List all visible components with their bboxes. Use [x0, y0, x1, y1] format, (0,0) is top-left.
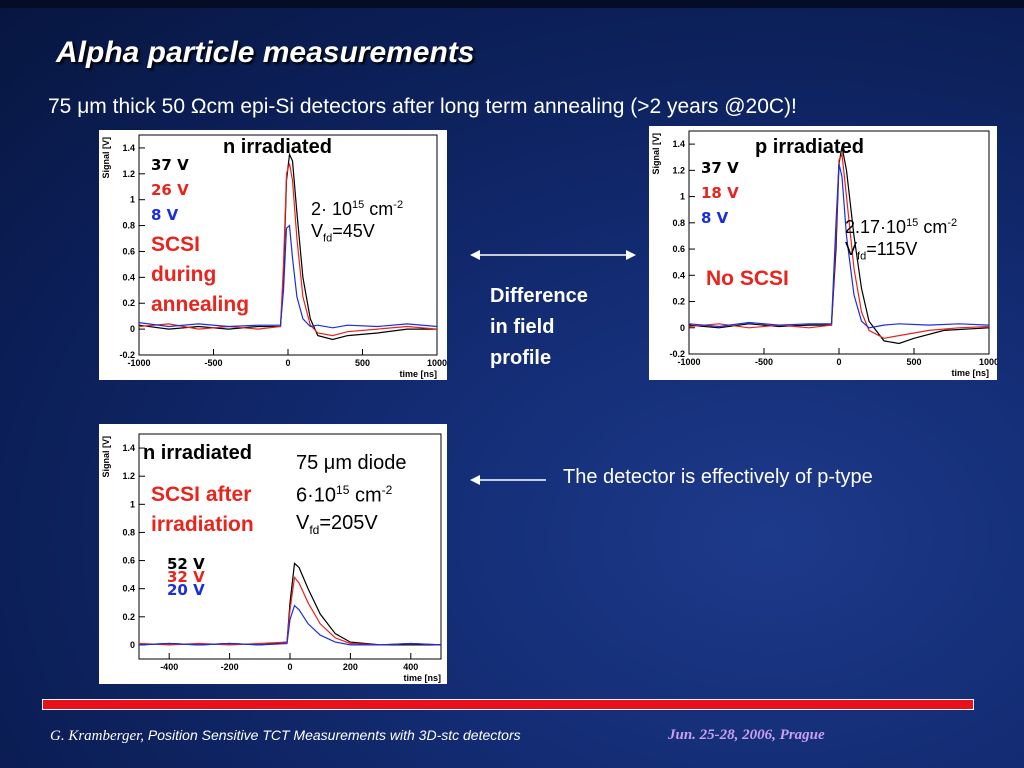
fluence-label: 2· 1015 cm-2 Vfd=45V [311, 199, 404, 245]
x-tick-label: 0 [287, 662, 292, 672]
x-axis-label: time [ns] [399, 369, 437, 379]
y-tick-label: 1.4 [122, 143, 135, 153]
x-tick-label: 1000 [427, 358, 447, 368]
top-bar [0, 0, 1024, 8]
y-tick-label: 0 [130, 324, 135, 334]
signal-chart-diode: 0 0.2 0.4 0.6 0.8 1 1.2 1.4 -400 -200 0 200 400time … [101, 433, 442, 683]
y-tick-label: 0.4 [672, 270, 685, 280]
chart-panel-p-irradiated: -0.2 0 0.2 0.4 0.6 0.8 1 1.2 1.4 -1000 -500 0 500 100… [649, 126, 997, 380]
x-tick-label: 0 [836, 357, 841, 367]
y-tick-label: 0 [680, 323, 685, 333]
panel-title: p irradiated [755, 136, 864, 158]
y-tick-label: 0.2 [672, 297, 685, 307]
y-tick-label: 1.2 [122, 169, 135, 179]
x-tick-label: 200 [343, 662, 358, 672]
slide-title: Alpha particle measurements [56, 36, 475, 69]
x-tick-label: -200 [221, 662, 239, 672]
x-tick-label: -1000 [127, 358, 150, 368]
x-tick-label: -1000 [677, 357, 700, 367]
x-tick-label: 500 [355, 358, 370, 368]
series-line [688, 152, 990, 339]
chart-panel-diode: 0 0.2 0.4 0.6 0.8 1 1.2 1.4 -400 -200 0 200 400 time … [99, 424, 447, 684]
legend-entry: 32 V [167, 568, 205, 586]
panel-title: n irradiated [223, 136, 332, 158]
series-line [138, 152, 437, 341]
y-tick-label: -0.2 [669, 349, 685, 359]
series-line [138, 224, 438, 329]
y-tick-label: 0.8 [672, 218, 685, 228]
x-tick-label: 0 [285, 358, 290, 368]
legend-entry: 20 V [167, 581, 205, 599]
x-axis-label: time [ns] [403, 673, 441, 683]
legend-entry: 26 V [151, 181, 189, 199]
x-tick-label: -500 [204, 358, 222, 368]
legend-entry: 8 V [151, 206, 179, 224]
double-arrow-icon [470, 250, 636, 260]
legend-entry: 18 V [701, 184, 739, 202]
series-line [688, 163, 990, 329]
difference-text: Difference in field profile [490, 285, 588, 369]
signal-chart-n-irradiated: -0.2 0 0.2 0.4 0.6 0.8 1 1.2 1.4 -1000 -500 0 500 100… [101, 134, 447, 379]
y-tick-label: 0.4 [122, 584, 135, 594]
fluence-label: 2.17·1015 cm-2 Vfd=115V [845, 217, 958, 263]
y-axis-label: Signal [V] [101, 436, 111, 478]
y-axis-label: Signal [V] [651, 133, 661, 175]
series-line [138, 604, 442, 646]
x-axis-label: time [ns] [951, 368, 989, 378]
y-tick-label: 0.8 [122, 221, 135, 231]
x-tick-label: -400 [160, 662, 178, 672]
legend-entry: 37 V [151, 156, 189, 174]
y-axis-label: Signal [V] [101, 137, 111, 179]
y-tick-label: 0.8 [122, 527, 135, 537]
y-tick-label: 0.6 [122, 556, 135, 566]
signal-chart-p-irradiated: -0.2 0 0.2 0.4 0.6 0.8 1 1.2 1.4 -1000 -500 0 500 100… [651, 130, 997, 378]
y-tick-label: 0.4 [122, 272, 135, 282]
diode-label: 75 μm diode 6·1015 cm-2 Vfd=205V [296, 452, 407, 537]
x-tick-label: 500 [906, 357, 921, 367]
scsi-after-annotation: SCSI after irradiation [151, 483, 254, 536]
legend-entry: 8 V [701, 209, 729, 227]
footer-divider [42, 699, 974, 710]
x-tick-label: 400 [403, 662, 418, 672]
y-tick-label: 1 [130, 499, 135, 509]
scsi-annotation: SCSI during annealing [151, 233, 250, 316]
footer-talk: G. Kramberger, Position Sensitive TCT Me… [50, 727, 521, 744]
p-type-note: The detector is effectively of p-type [563, 466, 873, 488]
footer-date: Jun. 25-28, 2006, Prague [668, 727, 825, 743]
legend-entry: 37 V [701, 159, 739, 177]
x-tick-label: 1000 [979, 357, 997, 367]
left-arrow-icon [470, 475, 546, 485]
panel-title: n irradiated [143, 442, 252, 464]
y-tick-label: 1 [680, 192, 685, 202]
y-tick-label: 1.2 [122, 471, 135, 481]
y-tick-label: 0.2 [122, 298, 135, 308]
y-tick-label: 0.2 [122, 612, 135, 622]
slide-subtitle: 75 μm thick 50 Ωcm epi-Si detectors afte… [48, 95, 797, 118]
x-tick-label: -500 [755, 357, 773, 367]
y-tick-label: 1.4 [672, 139, 685, 149]
y-tick-label: 0 [130, 640, 135, 650]
y-tick-label: 1.2 [672, 165, 685, 175]
no-scsi-annotation: No SCSI [706, 267, 789, 290]
y-tick-label: 1 [130, 195, 135, 205]
y-tick-label: -0.2 [119, 350, 135, 360]
legend-entry: 52 V [167, 555, 205, 573]
y-tick-label: 0.6 [122, 246, 135, 256]
y-tick-label: 1.4 [122, 443, 135, 453]
y-tick-label: 0.6 [672, 244, 685, 254]
chart-panel-n-irradiated: -0.2 0 0.2 0.4 0.6 0.8 1 1.2 1.4 -1000 -500 0 500 100… [99, 130, 447, 380]
